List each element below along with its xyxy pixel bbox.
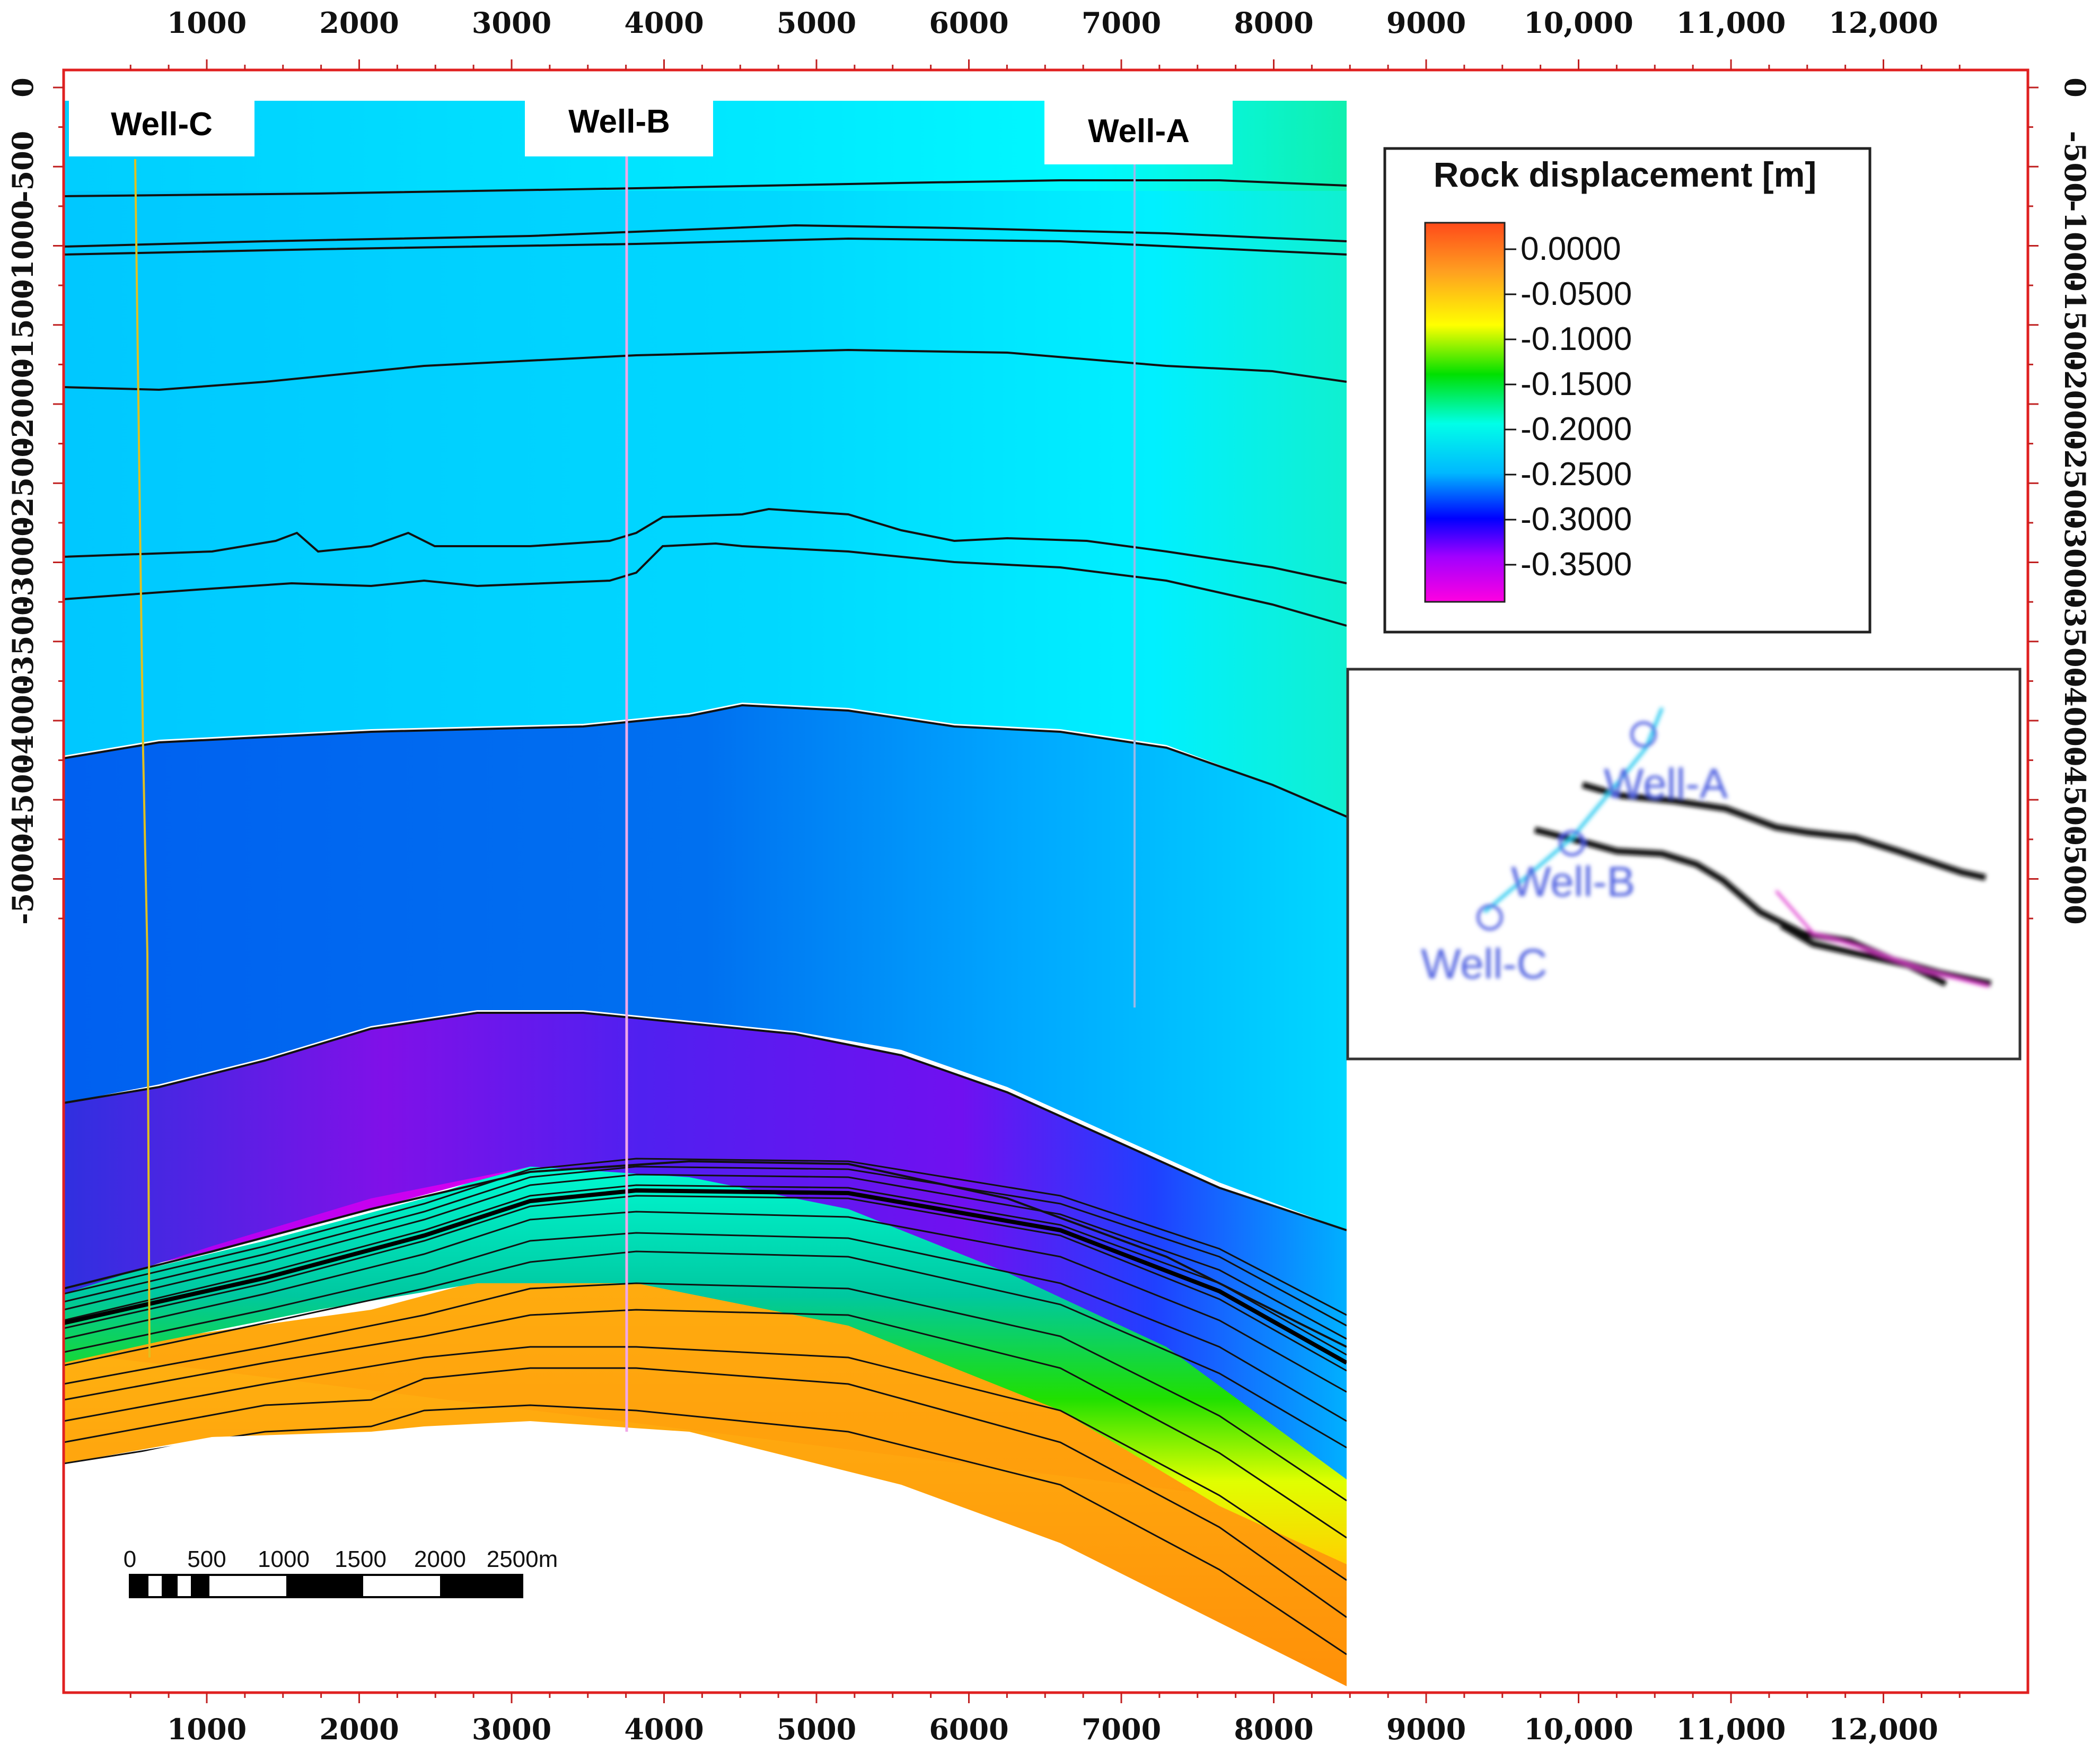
left-axis-tick-label: -5000 [6, 833, 40, 925]
legend-value-label: -0.0500 [1521, 276, 1632, 312]
legend-value-label: -0.1500 [1521, 366, 1632, 402]
top-axis-tick-label: 10,000 [1524, 6, 1633, 40]
top-axis-tick-label: 3000 [472, 6, 551, 40]
legend: Rock displacement [m] 0.0000 -0.0500 -0.10… [1383, 147, 1871, 634]
right-axis-tick-label: 0 [2058, 77, 2092, 98]
top-axis: 1000 2000 3000 4000 5000 6000 7000 8000 9000 10,0… [167, 6, 1938, 40]
right-axis-tick-label: -3500 [2058, 595, 2092, 687]
legend-value-label: -0.3000 [1521, 501, 1632, 538]
legend-value-label: -0.1000 [1521, 321, 1632, 357]
legend-value-label: 0.0000 [1521, 231, 1621, 267]
bottom-axis-tick-label: 10,000 [1524, 1712, 1633, 1746]
bottom-axis-tick-label: 8000 [1234, 1712, 1313, 1746]
legend-labels: 0.0000 -0.0500 -0.1000 -0.1500 -0.2000 -0.250… [1505, 231, 1632, 583]
blue-band [64, 705, 1347, 1230]
legend-value-label: -0.2500 [1521, 456, 1632, 493]
left-axis-tick-label: -1000 [6, 200, 40, 292]
right-axis-tick-label: -5000 [2058, 833, 2092, 925]
top-axis-tick-label: 9000 [1386, 6, 1466, 40]
legend-title: Rock displacement [m] [1434, 155, 1817, 194]
legend-value-label: -0.2000 [1521, 411, 1632, 448]
bottom-axis-tick-label: 1000 [167, 1712, 247, 1746]
scale-bar-label: 1500 [335, 1546, 386, 1572]
top-axis-tick-label: 4000 [624, 6, 704, 40]
left-axis-tick-label: -3000 [6, 516, 40, 608]
right-axis-tick-label: -2000 [2058, 358, 2092, 450]
inset-well-c: Well-C [1421, 940, 1548, 987]
bottom-axis-tick-label: 7000 [1082, 1712, 1161, 1746]
right-axis-tick-label: -4000 [2058, 675, 2092, 767]
right-axis-tick-label: -3000 [2058, 516, 2092, 608]
shallow-band [64, 101, 1347, 817]
right-axis: 0 -500-1000-1500-2000-2500-3000-3500-4000… [2058, 77, 2092, 925]
left-axis-tick-label: -4500 [6, 754, 40, 846]
bottom-axis-tick-label: 4000 [624, 1712, 704, 1746]
well-a-label: Well-A [1088, 113, 1190, 150]
right-axis-tick-label: -4500 [2058, 754, 2092, 846]
bottom-axis-tick-label: 2000 [319, 1712, 399, 1746]
legend-value-label: -0.3500 [1521, 546, 1632, 583]
top-axis-tick-label: 11,000 [1676, 6, 1786, 40]
inset-content: Well-A Well-B Well-C [1421, 707, 1992, 988]
top-axis-tick-label: 1000 [167, 6, 247, 40]
frame-ticks [53, 59, 2039, 1703]
bottom-axis-tick-label: 12,000 [1829, 1712, 1938, 1746]
well-b-label: Well-B [568, 103, 670, 140]
inset-map: Well-A Well-B Well-C [1346, 668, 2022, 1061]
top-axis-tick-label: 12,000 [1829, 6, 1938, 40]
right-axis-tick-label: -2500 [2058, 437, 2092, 529]
top-axis-tick-label: 6000 [929, 6, 1008, 40]
thick-horizon [63, 1188, 1348, 1365]
legend-colorbar [1424, 222, 1506, 603]
left-axis-tick-label: -2000 [6, 358, 40, 450]
bottom-axis-tick-label: 6000 [929, 1712, 1008, 1746]
scale-bar-label: 2500m [487, 1546, 558, 1572]
scale-bar: 0 500 1000 1500 2000 2500m [124, 1546, 558, 1598]
left-axis-tick-label: -2500 [6, 437, 40, 529]
top-axis-tick-label: 5000 [777, 6, 856, 40]
right-axis-tick-label: -1000 [2058, 200, 2092, 292]
purple-band [64, 1013, 1347, 1479]
top-axis-tick-label: 2000 [319, 6, 399, 40]
left-axis-tick-label: -500 [6, 131, 40, 203]
scale-bar-label: 1000 [258, 1546, 310, 1572]
scale-bar-label: 500 [187, 1546, 226, 1572]
scale-bar-label: 0 [124, 1546, 136, 1572]
well-labels: Well-C Well-B Well-A [69, 93, 1233, 164]
bottom-axis-tick-label: 9000 [1386, 1712, 1466, 1746]
left-axis-tick-label: 0 [6, 77, 40, 98]
right-axis-tick-label: -500 [2058, 131, 2092, 203]
bottom-axis-tick-label: 5000 [777, 1712, 856, 1746]
inset-well-a: Well-A [1604, 760, 1728, 807]
inset-well-b: Well-B [1511, 858, 1635, 905]
well-c-label: Well-C [111, 106, 213, 143]
left-axis-tick-label: -1500 [6, 279, 40, 371]
inset-box [1346, 668, 2022, 1061]
top-axis-tick-label: 7000 [1082, 6, 1161, 40]
scale-labels: 0 500 1000 1500 2000 2500m [124, 1546, 558, 1572]
left-axis-tick-label: -4000 [6, 675, 40, 767]
well-c-trajectory [134, 159, 151, 1358]
left-axis-tick-label: -3500 [6, 595, 40, 687]
right-axis-tick-label: -1500 [2058, 279, 2092, 371]
left-axis: 0 -500-1000-1500-2000-2500-3000-3500-4000… [6, 77, 40, 925]
well-trajectories [134, 154, 1136, 1432]
bottom-axis-tick-label: 11,000 [1676, 1712, 1786, 1746]
contour-lines [63, 179, 1347, 1348]
top-axis-tick-label: 8000 [1234, 6, 1313, 40]
dense-contours [63, 1158, 1347, 1655]
scale-bar-label: 2000 [414, 1546, 466, 1572]
bottom-axis: 1000 2000 3000 4000 5000 6000 7000 8000 9000 10,0… [167, 1712, 1938, 1746]
bottom-axis-tick-label: 3000 [472, 1712, 551, 1746]
